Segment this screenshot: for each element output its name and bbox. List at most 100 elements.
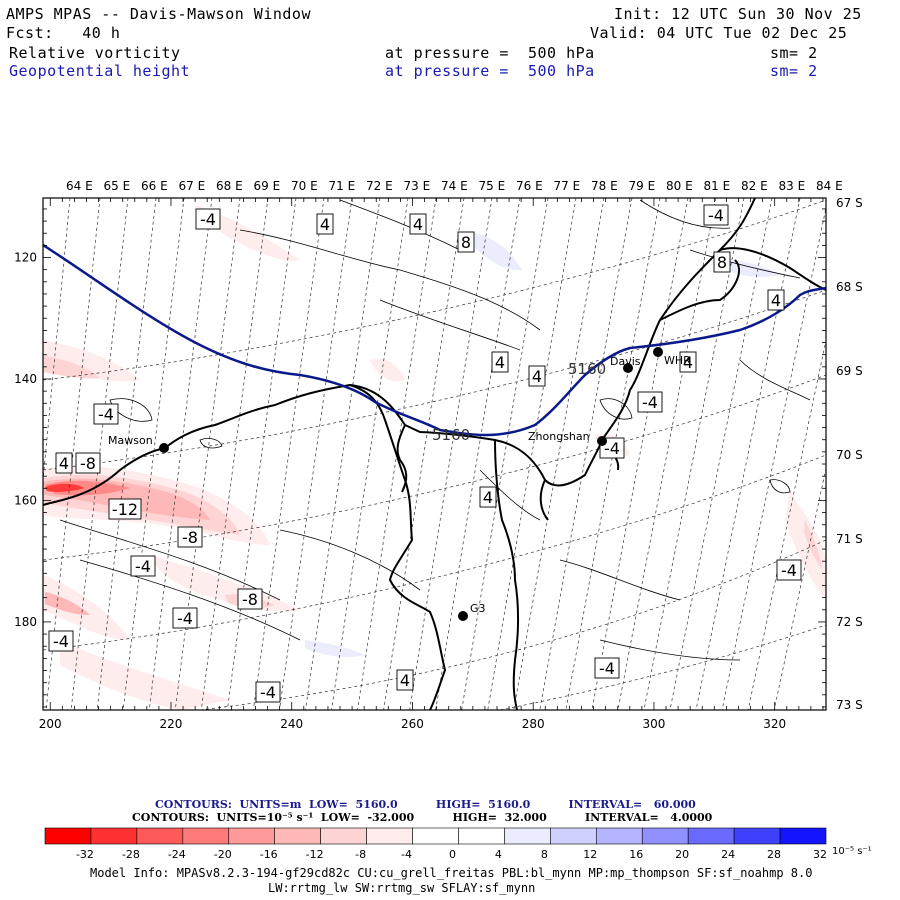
vorticity-label: -8 — [182, 528, 198, 547]
colorbar-label: 0 — [449, 848, 456, 861]
lon-label: 84 E — [816, 179, 843, 193]
lon-label: 71 E — [329, 179, 356, 193]
station-marker-davis — [623, 363, 633, 373]
lat-label: 67 S — [836, 196, 863, 210]
vorticity-label-box — [48, 630, 74, 652]
init-time: Init: 12 UTC Sun 30 Nov 25 — [614, 5, 862, 23]
coastline — [43, 198, 826, 710]
vorticity-label: -4 — [260, 683, 276, 702]
plot-title: AMPS MPAS -- Davis-Mawson Window — [6, 5, 311, 23]
vorticity-label-box — [528, 365, 546, 387]
station-marker-g3 — [458, 611, 468, 621]
station-marker-mawson — [159, 443, 169, 453]
lon-label: 65 E — [104, 179, 131, 193]
colorbar-swatch — [504, 827, 551, 845]
colorbar-label: 28 — [767, 848, 781, 861]
vorticity-label-box — [108, 498, 142, 520]
colorbar-swatch — [595, 827, 643, 845]
axes: 200 220 240 260 280 300 320 120 140 160 180 64 E 65 … — [14, 179, 863, 731]
height-contour-info: CONTOURS: UNITS=m LOW= 5160.0 HIGH= 5160… — [155, 798, 696, 811]
vorticity-label: -8 — [80, 454, 96, 473]
vorticity-label: -4 — [135, 557, 151, 576]
colorbar-swatch — [550, 827, 597, 845]
colorbar-label: 4 — [495, 848, 502, 861]
colorbar-swatch — [412, 827, 459, 845]
height-label: 5160 — [432, 426, 470, 444]
x-tick-label: 280 — [522, 717, 545, 731]
height-label: 5160 — [568, 360, 606, 378]
vorticity-label: -8 — [242, 590, 258, 609]
colorbar-label: -24 — [168, 848, 186, 861]
x-tick-label: 200 — [39, 717, 62, 731]
lon-label: 66 E — [141, 179, 168, 193]
colorbar-label: 8 — [541, 848, 548, 861]
lat-label: 70 S — [836, 448, 863, 462]
vorticity-label: 4 — [483, 488, 493, 507]
vorticity-label: -4 — [599, 659, 615, 678]
station-label-zhongshan: Zhongshan — [528, 430, 590, 443]
x-tick-label: 320 — [763, 717, 786, 731]
vorticity-label: 4 — [683, 353, 693, 372]
lon-label: 74 E — [441, 179, 468, 193]
lat-label: 69 S — [836, 364, 863, 378]
lon-label: 75 E — [479, 179, 506, 193]
colorbar-swatch — [366, 827, 413, 845]
vorticity-label: 4 — [400, 671, 410, 690]
lon-label: 79 E — [629, 179, 656, 193]
field2-level: at pressure = 500 hPa — [385, 62, 595, 80]
colorbar-swatch — [90, 827, 138, 845]
lat-label: 72 S — [836, 615, 863, 629]
field2-name: Geopotential height — [9, 62, 191, 80]
colorbar-swatch — [274, 827, 321, 845]
y-tick-label: 120 — [14, 251, 37, 265]
station-marker-whr — [653, 347, 663, 357]
colorbar-swatch — [458, 827, 505, 845]
lon-label: 69 E — [254, 179, 281, 193]
colorbar-label: -4 — [401, 848, 412, 861]
vorticity-label-box — [679, 351, 697, 373]
vorticity-label-box — [55, 452, 73, 474]
colorbar-unit: 10⁻⁵ s⁻¹ — [832, 846, 872, 857]
vorticity-label-box — [713, 251, 731, 273]
lon-label: 70 E — [291, 179, 318, 193]
colorbar-swatch — [733, 827, 781, 845]
lon-label: 78 E — [591, 179, 618, 193]
lon-label: 73 E — [404, 179, 431, 193]
stations: Mawson Davis WHR Zhongshan G3 — [108, 347, 691, 621]
station-marker-zhongshan — [597, 436, 607, 446]
vorticity-label: 8 — [461, 233, 471, 252]
colorbar-label: 20 — [675, 848, 689, 861]
colorbar-swatch — [136, 827, 184, 845]
vorticity-label-box — [457, 231, 475, 253]
lon-label: 67 E — [179, 179, 206, 193]
model-info-physics: LW:rrtmg_lw SW:rrtmg_sw SFLAY:sf_mynn — [268, 881, 536, 895]
vorticity-label: -4 — [642, 393, 658, 412]
colorbar-label: -28 — [122, 848, 140, 861]
colorbar: -32 -28 -24 -20 -16 -12 -8 -4 0 4 8 12 16 20 24 28 32 10⁻… — [44, 827, 872, 861]
lon-label: 82 E — [741, 179, 768, 193]
lon-label: 81 E — [704, 179, 731, 193]
vorticity-label-box — [75, 452, 101, 474]
x-tick-label: 260 — [401, 717, 424, 731]
field1-name: Relative vorticity — [9, 44, 181, 62]
vorticity-label-box — [767, 289, 785, 311]
colorbar-label: 16 — [629, 848, 643, 861]
height-contour — [43, 243, 826, 437]
vorticity-label: 4 — [532, 367, 542, 386]
vorticity-label-box — [195, 208, 221, 230]
vorticity-label: 4 — [413, 215, 423, 234]
colorbar-swatch — [228, 827, 276, 845]
colorbar-swatch — [779, 827, 827, 845]
vorticity-label: 4 — [320, 215, 330, 234]
colorbar-label: 32 — [813, 848, 827, 861]
vorticity-labels: -4 4 4 8 -4 8 4 4 4 -4 4 -4 -8 -12 -8 -4 -8 -4 4 -4 -4 4 -4 -4 4… — [48, 204, 802, 703]
forecast-hour: Fcst: 40 h — [6, 24, 121, 42]
colorbar-label: -8 — [355, 848, 366, 861]
y-tick-label: 140 — [14, 372, 37, 386]
model-info: Model Info: MPASv8.2.3-194-gf29cd82c CU:… — [90, 866, 813, 880]
vorticity-label-box — [93, 403, 119, 425]
vorticity-contours — [59, 199, 811, 661]
x-tick-label: 220 — [160, 717, 183, 731]
colorbar-label: 24 — [721, 848, 735, 861]
lon-label: 76 E — [516, 179, 543, 193]
